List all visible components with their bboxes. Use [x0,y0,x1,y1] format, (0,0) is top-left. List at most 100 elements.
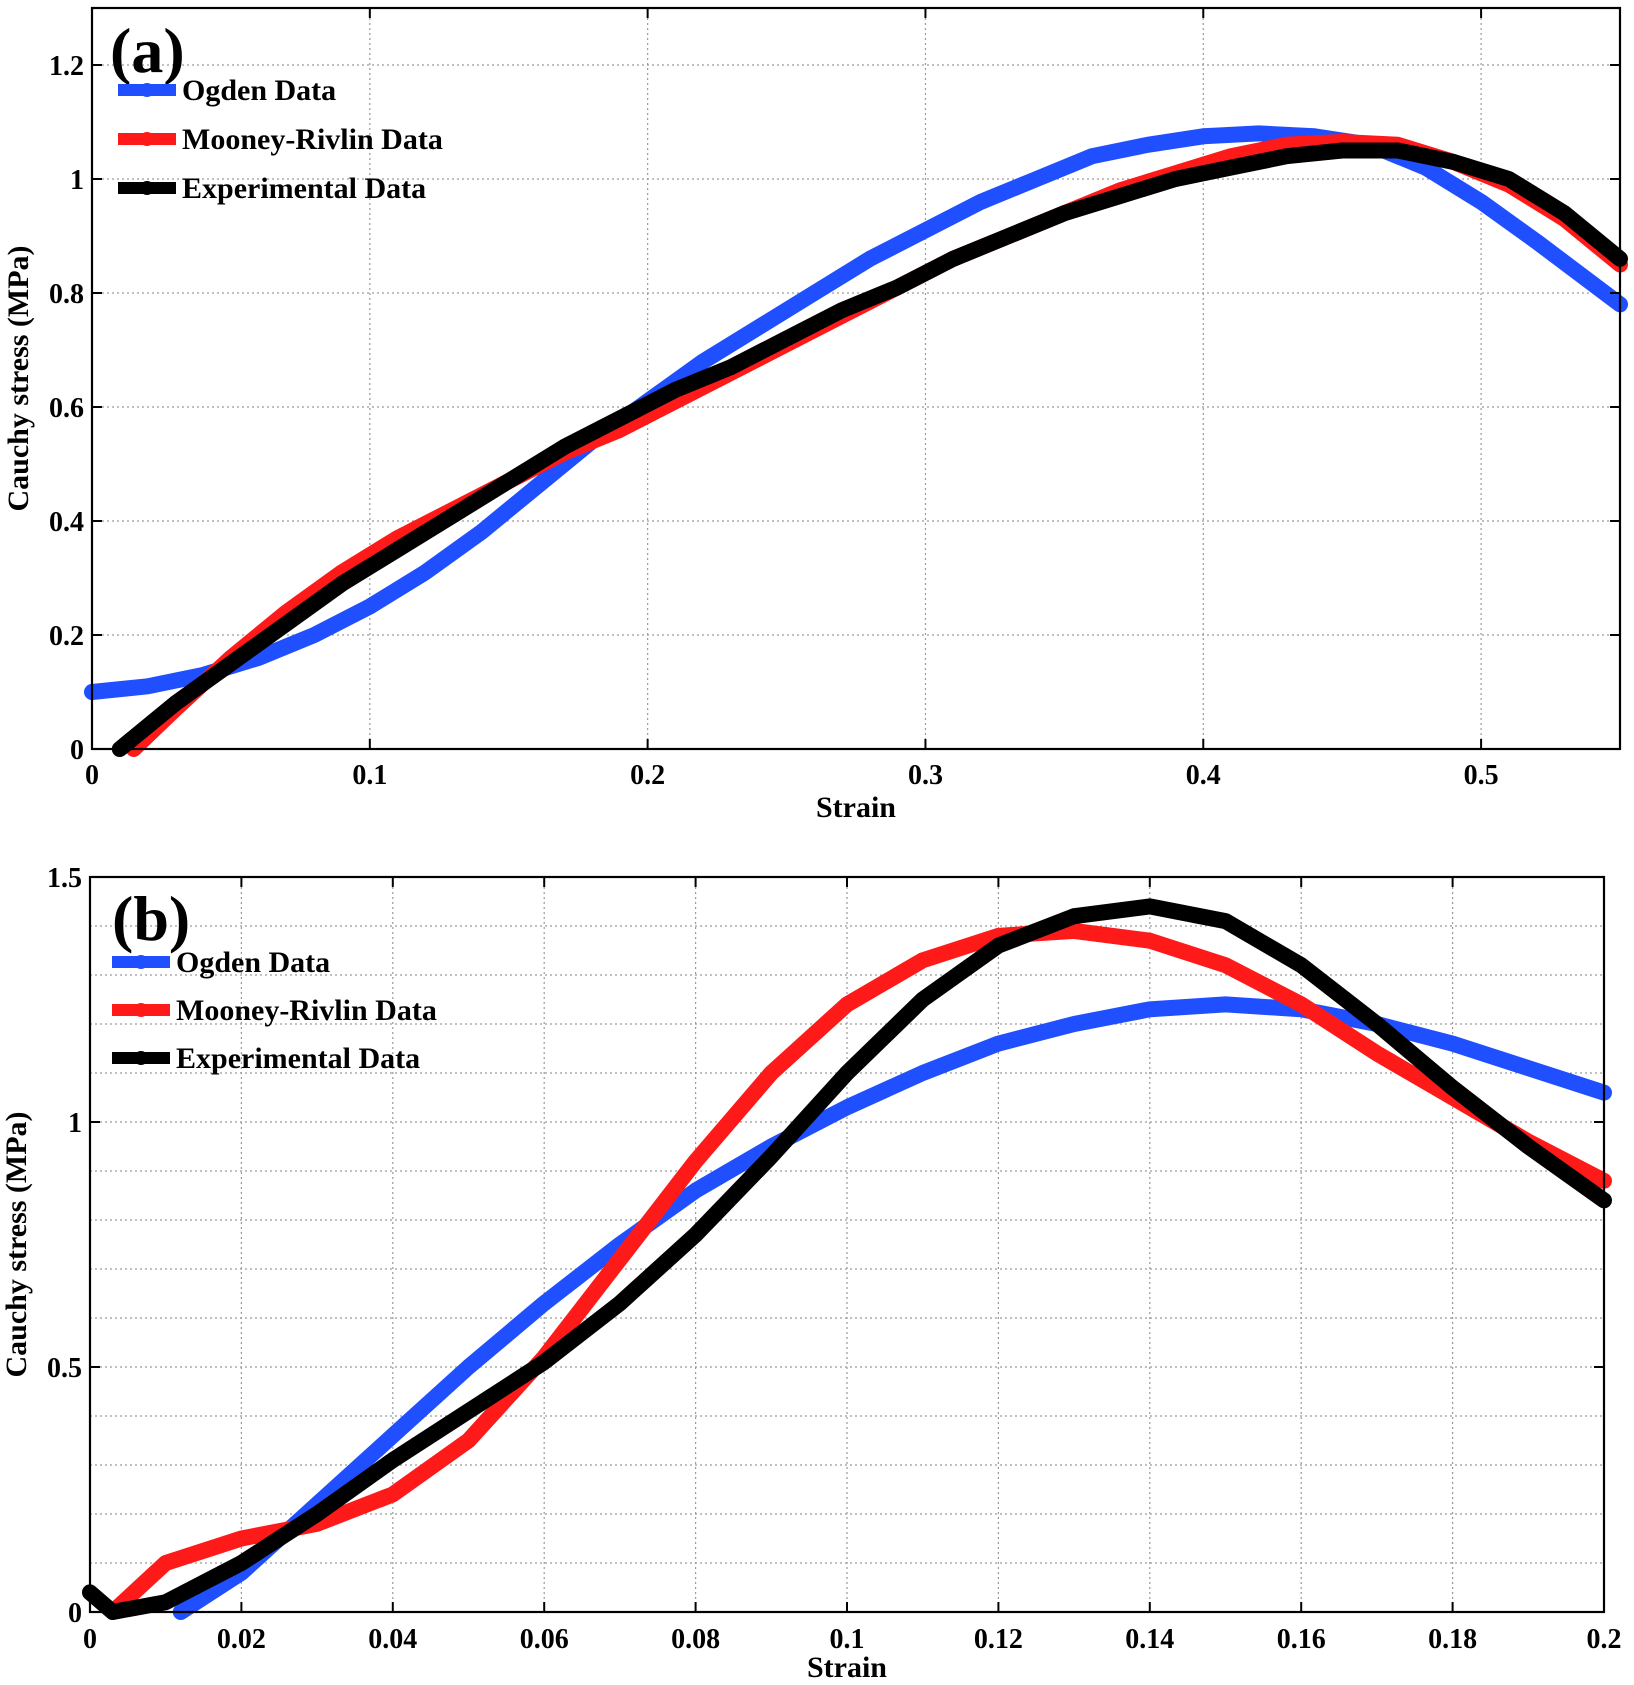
panel-0-data-point-experimental-data [281,618,292,629]
panel-1-data-point-ogden-data [917,1068,928,1078]
panel-1-data-point-mooney-rivlin-data [842,999,852,1010]
panel-0-data-point-experimental-data [1281,151,1292,162]
panel-0-data-point-ogden-data [1142,139,1153,150]
panel-0-x-tick-label: 0.2 [630,760,665,791]
panel-0-legend-label: Mooney-Rivlin Data [182,123,443,156]
panel-0-data-point-experimental-data [726,362,736,373]
panel-0-data-point-experimental-data [559,441,570,452]
panel-a: 0 0.1 0.2 0.3 0.4 0.5 0 0.2 0.4 0.6 0.8 1 1.2 Strain C… [2,6,1628,824]
panel-1-legend-label: Ogden Data [176,946,330,979]
panel-0-data-point-ogden-data [531,481,542,492]
panel-0-data-point-experimental-data [1448,156,1459,167]
panel-0-data-point-ogden-data [864,253,875,264]
panel-0-data-point-experimental-data [837,305,848,316]
panel-1-data-point-mooney-rivlin-data [236,1533,247,1544]
panel-1-data-point-mooney-rivlin-data [1069,925,1080,936]
panel-0-data-point-ogden-data [1087,151,1098,162]
panel-0-data-point-experimental-data [1226,162,1237,173]
panel-0-data-point-experimental-data [503,476,514,487]
panel-0-legend-marker [140,132,154,146]
panel-0-data-point-ogden-data [309,630,320,640]
panel-1-x-tick-label: 0.16 [1277,1624,1326,1655]
panel-1-data-point-experimental-data [690,1229,701,1240]
panel-1-data-point-mooney-rivlin-data [766,1068,777,1078]
panel-0-y-axis-label: Cauchy stress (MPa) [2,245,35,511]
panel-0-data-point-ogden-data [142,681,153,692]
panel-1-series-ogden-data [172,996,1612,1620]
panel-0-data-point-experimental-data [670,384,681,395]
panel-1-legend-marker [134,955,148,969]
panel-1-data-point-experimental-data [236,1558,247,1568]
panel-0-data-point-ogden-data [1253,128,1264,139]
panel-1-data-point-mooney-rivlin-data [614,1254,625,1265]
panel-0-data-point-experimental-data [1503,174,1514,184]
panel-1-x-tick-label: 0 [83,1624,97,1655]
panel-1-data-point-mooney-rivlin-data [917,955,928,966]
panel-1-data-point-ogden-data [1447,1038,1458,1049]
panel-0-data-point-ogden-data [364,601,375,612]
panel-1-data-point-ogden-data [690,1185,701,1196]
panel-0-legend-item-mooney-rivlin-data: Mooney-Rivlin Data [118,123,443,156]
panel-0-series-line-mooney-rivlin-data [125,134,1628,757]
panel-0-data-point-ogden-data [1031,174,1042,184]
panel-1-series-line-experimental-data [82,898,1612,1620]
panel-1-data-point-ogden-data [1144,1004,1155,1015]
panel-0-data-point-ogden-data [1476,196,1487,207]
panel-1-legend-marker [134,1051,148,1065]
panel-1-data-point-experimental-data [387,1455,398,1466]
panel-0-data-point-experimental-data [614,413,625,424]
panel-1-legend-label: Experimental Data [176,1042,420,1075]
panel-0-data-point-mooney-rivlin-data [1226,151,1237,162]
panel-0-data-point-ogden-data [920,225,931,236]
panel-1-data-point-experimental-data [1296,960,1307,971]
panel-0-data-point-ogden-data [1198,131,1209,142]
panel-0-x-tick-label: 0.4 [1186,760,1221,791]
panel-0-x-tick-label: 0 [85,760,99,791]
panel-1-y-tick-label: 1.5 [47,863,82,894]
panel-0-data-point-experimental-data [1392,145,1403,156]
panel-1-legend-marker [134,1003,148,1017]
panel-1-x-tick-label: 0.04 [368,1624,417,1655]
panel-1-legend: Ogden Data Mooney-Rivlin Data Experimental… [112,946,437,1075]
panel-1-data-point-mooney-rivlin-data [387,1489,398,1500]
panel-1-legend-label: Mooney-Rivlin Data [176,994,437,1027]
panel-0-x-tick-label: 0.5 [1464,760,1499,791]
panel-0-series-mooney-rivlin-data [125,134,1628,757]
panel-0-data-point-mooney-rivlin-data [1281,139,1292,150]
panel-0-data-point-experimental-data [448,510,459,521]
panel-0-legend-item-experimental-data: Experimental Data [118,172,426,205]
panel-0-y-tick-label: 1.2 [49,51,84,82]
panel-1-data-point-experimental-data [539,1357,550,1368]
panel-0-series-experimental-data [111,142,1628,757]
panel-1-y-tick-label: 0 [68,1598,82,1629]
panel-1-data-point-ogden-data [1523,1063,1534,1074]
panel-0-data-point-experimental-data [1559,208,1570,219]
panel-0-x-axis-label: Strain [816,791,896,824]
panel-0-data-point-ogden-data [809,288,820,298]
panel-1-data-point-experimental-data [160,1597,171,1608]
panel-0-y-tick-label: 0.8 [49,279,84,310]
panel-0-plot-frame [90,6,1622,751]
panel-0-legend-marker [140,181,154,195]
panel-1-data-point-ogden-data [1220,999,1231,1010]
panel-0-data-point-experimental-data [892,282,903,293]
panel-1-data-point-experimental-data [1447,1082,1458,1093]
panel-0-legend-label: Ogden Data [182,74,336,107]
panel-0-data-point-ogden-data [698,356,709,367]
panel-0-legend-marker [140,83,154,97]
panel-0-grid [92,8,1620,749]
panel-0-x-tick-label: 0.1 [352,760,387,791]
panel-1-data-point-experimental-data [1069,911,1080,922]
panel-1-legend-item-experimental-data: Experimental Data [112,1042,420,1075]
panel-1-x-tick-label: 0.1 [830,1624,865,1655]
panel-0-series-line-experimental-data [111,142,1628,757]
panel-0-y-tick-label: 0.4 [49,507,84,538]
panel-0-data-point-experimental-data [1170,174,1181,184]
panel-0-y-tick-label: 0 [70,735,84,766]
panel-0-data-point-experimental-data [1003,231,1014,241]
panel-1-data-point-mooney-rivlin-data [1371,1048,1382,1059]
panel-1-data-point-ogden-data [993,1038,1004,1049]
panel-1-x-tick-label: 0.08 [671,1624,720,1655]
panel-1-x-tick-label: 0.02 [217,1624,266,1655]
